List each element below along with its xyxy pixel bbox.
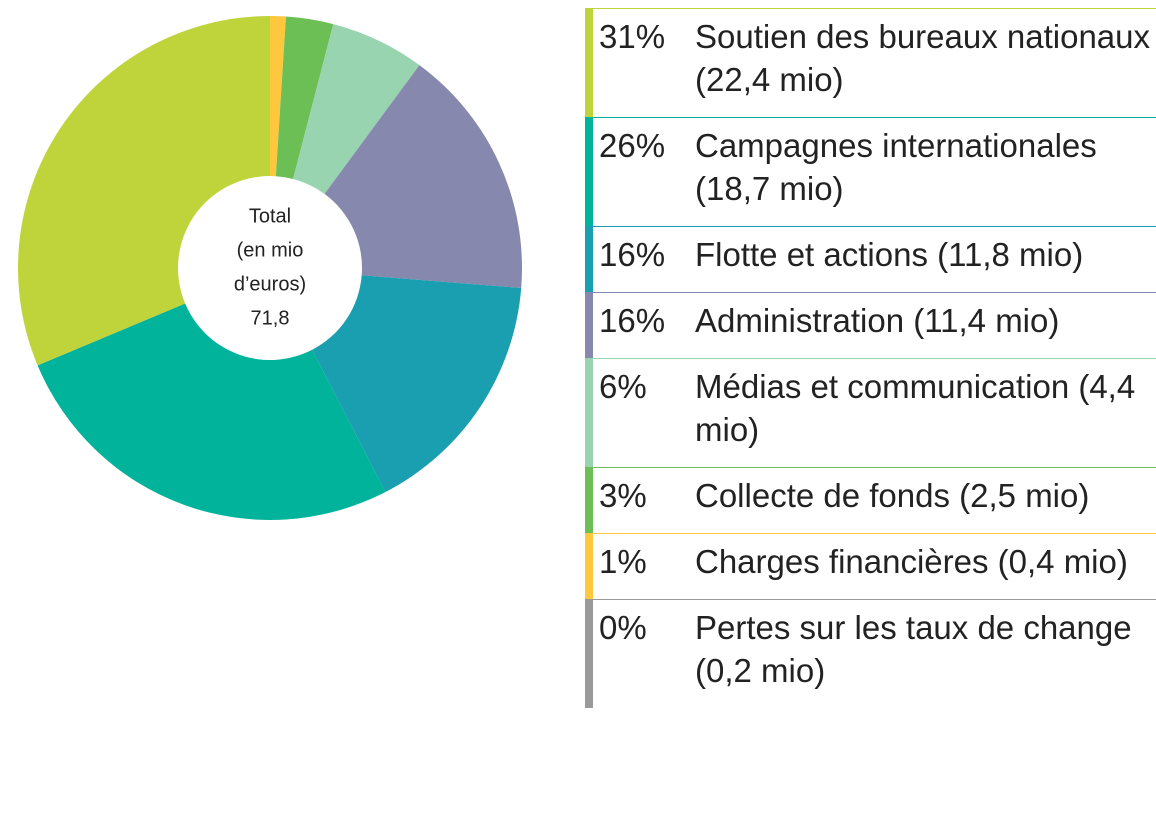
chart: Total (en mio d’euros) 71,8 [18,16,523,521]
slice [275,16,334,179]
legend-label: Administration (11,4 mio) [695,302,1060,339]
legend-label: Soutien des bureaux nationaux (22,4 mio) [695,18,1151,98]
legend-item: 1% Charges financières (0,4 mio) [585,533,1156,599]
legend-label: Campagnes internationales (18,7 mio) [695,127,1097,207]
center-label: d’euros) [234,273,306,295]
legend-item: 16% Administration (11,4 mio) [585,292,1156,358]
legend-item: 31% Soutien des bureaux nationaux (22,4 m… [585,8,1156,117]
legend-label: Pertes sur les taux de change (0,2 mio) [695,609,1132,689]
legend-percent: 1% [599,543,647,580]
center-label: 71,8 [251,307,290,329]
legend-percent: 16% [599,236,666,273]
legend-label: Flotte et actions (11,8 mio) [695,236,1084,273]
legend-percent: 16% [599,302,666,339]
legend-label: Charges financières (0,4 mio) [695,543,1128,580]
legend-percent: 31% [599,18,666,55]
legend-label: Médias et communication (4,4 mio) [695,368,1136,448]
slice [18,16,271,366]
legend-percent: 6% [599,368,647,405]
legend-item: 6% Médias et communication (4,4 mio) [585,358,1156,467]
legend-label: Collecte de fonds (2,5 mio) [695,477,1090,514]
legend-percent: 26% [599,127,666,164]
legend-percent: 3% [599,477,647,514]
legend-percent: 0% [599,609,647,646]
legend-item: 3% Collecte de fonds (2,5 mio) [585,467,1156,533]
legend-item: 0% Pertes sur les taux de change (0,2 mio… [585,599,1156,708]
center-label: Total [249,205,291,227]
slice [312,275,522,492]
legend-item: 26% Campagnes internationales (18,7 mio) [585,117,1156,226]
legend: 31% Soutien des bureaux nationaux (22,4 m… [585,8,1156,708]
slice [270,16,286,177]
slice [37,303,386,521]
center-label: (en mio [237,239,304,261]
slice [324,65,523,288]
legend-item: 16% Flotte et actions (11,8 mio) [585,226,1156,292]
slice [293,24,420,194]
